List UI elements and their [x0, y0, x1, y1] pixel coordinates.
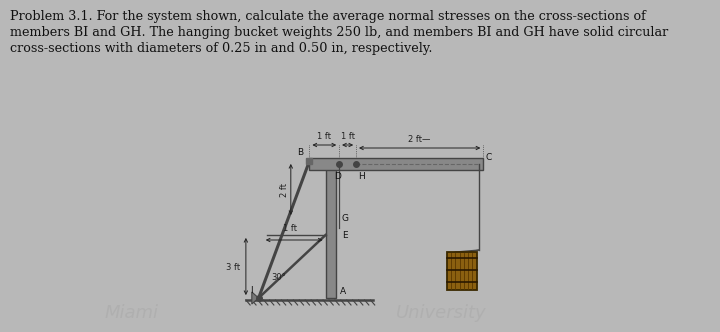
Text: 1 ft: 1 ft: [284, 224, 297, 233]
Text: A: A: [340, 287, 346, 296]
Text: D: D: [334, 172, 341, 181]
Text: 1 ft: 1 ft: [318, 132, 331, 141]
Text: C: C: [486, 153, 492, 162]
Polygon shape: [252, 292, 258, 304]
Text: Miami: Miami: [104, 304, 158, 322]
Text: members BI and GH. The hanging bucket weights 250 lb, and members BI and GH have: members BI and GH. The hanging bucket we…: [10, 26, 668, 39]
Text: I: I: [250, 286, 253, 295]
Bar: [325, 168, 336, 298]
Text: University: University: [395, 304, 486, 322]
Text: 3 ft: 3 ft: [226, 263, 240, 272]
Text: H: H: [358, 172, 364, 181]
Bar: [447, 252, 477, 290]
Text: G: G: [342, 213, 348, 222]
Text: 2 ft: 2 ft: [279, 183, 289, 197]
Bar: [310, 158, 483, 170]
Text: Problem 3.1. For the system shown, calculate the average normal stresses on the : Problem 3.1. For the system shown, calcu…: [10, 10, 646, 23]
Text: 1 ft: 1 ft: [341, 132, 355, 141]
Text: 2 ft—: 2 ft—: [408, 135, 431, 144]
Text: cross-sections with diameters of 0.25 in and 0.50 in, respectively.: cross-sections with diameters of 0.25 in…: [10, 42, 433, 55]
Text: E: E: [342, 230, 347, 239]
Text: B: B: [297, 148, 304, 157]
Text: 30°: 30°: [271, 273, 286, 282]
